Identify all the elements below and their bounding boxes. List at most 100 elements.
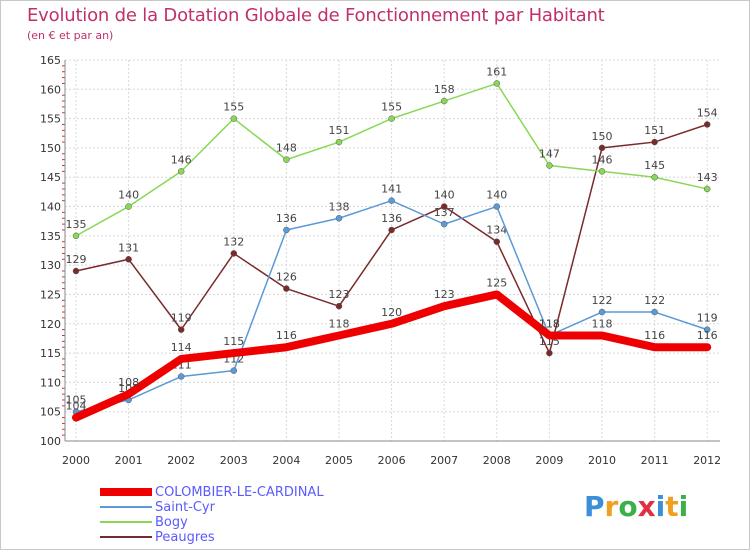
y-tick-label: 165 [40,54,61,67]
legend-label: Saint-Cyr [155,500,215,515]
data-label: 122 [592,294,613,307]
x-tick-label: 2006 [378,454,406,467]
data-label: 143 [697,171,718,184]
legend-label: Peaugres [155,530,215,545]
data-point [651,138,658,146]
x-tick-label: 2007 [430,454,458,467]
data-label: 118 [329,317,350,330]
data-label: 125 [486,276,507,289]
data-label: 123 [329,288,350,301]
legend-item: Peaugres [100,530,400,545]
data-label: 154 [697,106,718,119]
chart-subtitle: (en € et par an) [27,29,114,42]
legend-label: Bogy [155,515,188,530]
data-point [546,349,553,357]
data-label: 141 [381,183,402,196]
data-label: 119 [171,312,192,325]
data-point [335,302,343,310]
x-tick-label: 2000 [62,454,90,467]
data-point [125,203,132,210]
data-label: 116 [644,329,665,342]
data-label: 115 [223,335,244,348]
data-point [335,138,343,146]
y-tick-label: 105 [40,406,61,419]
data-label: 118 [539,317,560,330]
data-point [72,232,80,240]
legend-swatch [100,488,152,496]
data-point [230,115,238,122]
data-label: 136 [381,212,402,225]
plot-area [65,60,720,441]
x-tick-label: 2003 [220,454,248,467]
data-label: 148 [276,142,297,155]
data-label: 147 [539,148,560,161]
data-label: 119 [697,312,718,325]
y-tick-label: 145 [40,171,61,184]
y-tick-label: 160 [40,83,61,96]
y-tick-label: 100 [40,435,61,448]
data-label: 155 [223,101,244,114]
data-point [598,144,606,152]
data-label: 126 [276,271,297,284]
data-point [703,326,711,333]
logo-letter: o [618,490,638,523]
x-tick-label: 2001 [115,454,143,467]
data-label: 140 [486,189,507,202]
y-tick-label: 110 [40,376,61,389]
legend-item: COLOMBIER-LE-CARDINAL [100,485,400,500]
data-label: 123 [434,288,455,301]
data-point [440,97,448,105]
x-tick-label: 2012 [693,454,721,467]
data-point [598,168,606,175]
data-label: 132 [223,235,244,248]
data-point [388,226,395,234]
y-tick-label: 155 [40,113,61,126]
logo-letter: P [584,490,605,523]
data-point [440,203,448,210]
data-point [598,308,606,316]
data-label: 146 [171,153,192,166]
logo-letter: t [665,490,679,523]
data-label: 118 [592,317,613,330]
x-tick-label: 2008 [483,454,511,467]
data-label: 161 [486,65,507,78]
x-tick-label: 2002 [167,454,195,467]
data-point [125,256,132,263]
y-tick-label: 115 [40,347,61,360]
legend-item: Bogy [100,515,400,530]
data-point [546,162,553,169]
data-label: 140 [434,189,455,202]
legend-swatch [100,506,152,508]
proxiti-logo: Proxiti [584,490,688,523]
data-label: 151 [329,124,350,137]
data-point [493,238,501,245]
data-label: 146 [592,153,613,166]
y-tick-label: 130 [40,259,61,272]
data-point [651,173,658,181]
data-point [703,185,711,193]
data-point [177,326,185,333]
data-label: 140 [118,189,139,202]
data-label: 134 [486,224,507,237]
logo-letter: x [637,490,656,523]
data-label: 120 [381,306,402,319]
data-label: 136 [276,212,297,225]
data-label: 105 [66,394,87,407]
data-label: 151 [644,124,665,137]
data-label: 145 [644,159,665,172]
data-point [283,226,290,234]
data-label: 137 [434,206,455,219]
data-label: 122 [644,294,665,307]
data-point [230,367,238,374]
series-line-colombier-le-cardinal [72,290,712,422]
data-point [177,168,185,175]
data-label: 104 [66,400,87,413]
data-point [283,285,290,292]
logo-letter: i [678,490,689,523]
y-tick-label: 150 [40,142,61,155]
data-point [651,308,658,316]
data-point [335,215,343,222]
legend-swatch [100,521,152,523]
data-label: 116 [276,329,297,342]
